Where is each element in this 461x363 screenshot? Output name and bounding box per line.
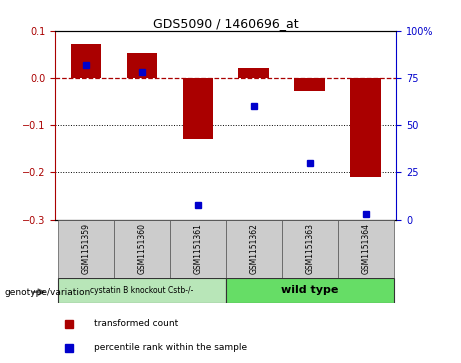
FancyBboxPatch shape — [282, 220, 338, 278]
Bar — [183, 78, 213, 139]
FancyBboxPatch shape — [114, 220, 170, 278]
FancyBboxPatch shape — [338, 220, 394, 278]
Text: GSM1151364: GSM1151364 — [361, 223, 370, 274]
Text: percentile rank within the sample: percentile rank within the sample — [94, 343, 247, 352]
FancyBboxPatch shape — [226, 220, 282, 278]
Text: wild type: wild type — [281, 285, 338, 295]
FancyBboxPatch shape — [58, 220, 114, 278]
Bar — [71, 44, 101, 78]
Text: GSM1151360: GSM1151360 — [137, 223, 147, 274]
Text: GSM1151362: GSM1151362 — [249, 223, 258, 274]
FancyBboxPatch shape — [226, 278, 394, 303]
Bar — [238, 68, 269, 78]
Bar — [350, 78, 381, 177]
Text: transformed count: transformed count — [94, 319, 178, 329]
Title: GDS5090 / 1460696_at: GDS5090 / 1460696_at — [153, 17, 299, 30]
Text: GSM1151363: GSM1151363 — [305, 223, 314, 274]
Bar — [127, 53, 157, 78]
FancyBboxPatch shape — [170, 220, 226, 278]
Text: GSM1151359: GSM1151359 — [82, 223, 90, 274]
Text: cystatin B knockout Cstb-/-: cystatin B knockout Cstb-/- — [90, 286, 194, 295]
Text: GSM1151361: GSM1151361 — [194, 223, 202, 274]
FancyBboxPatch shape — [58, 278, 226, 303]
Text: genotype/variation: genotype/variation — [5, 288, 91, 297]
Bar — [295, 78, 325, 91]
